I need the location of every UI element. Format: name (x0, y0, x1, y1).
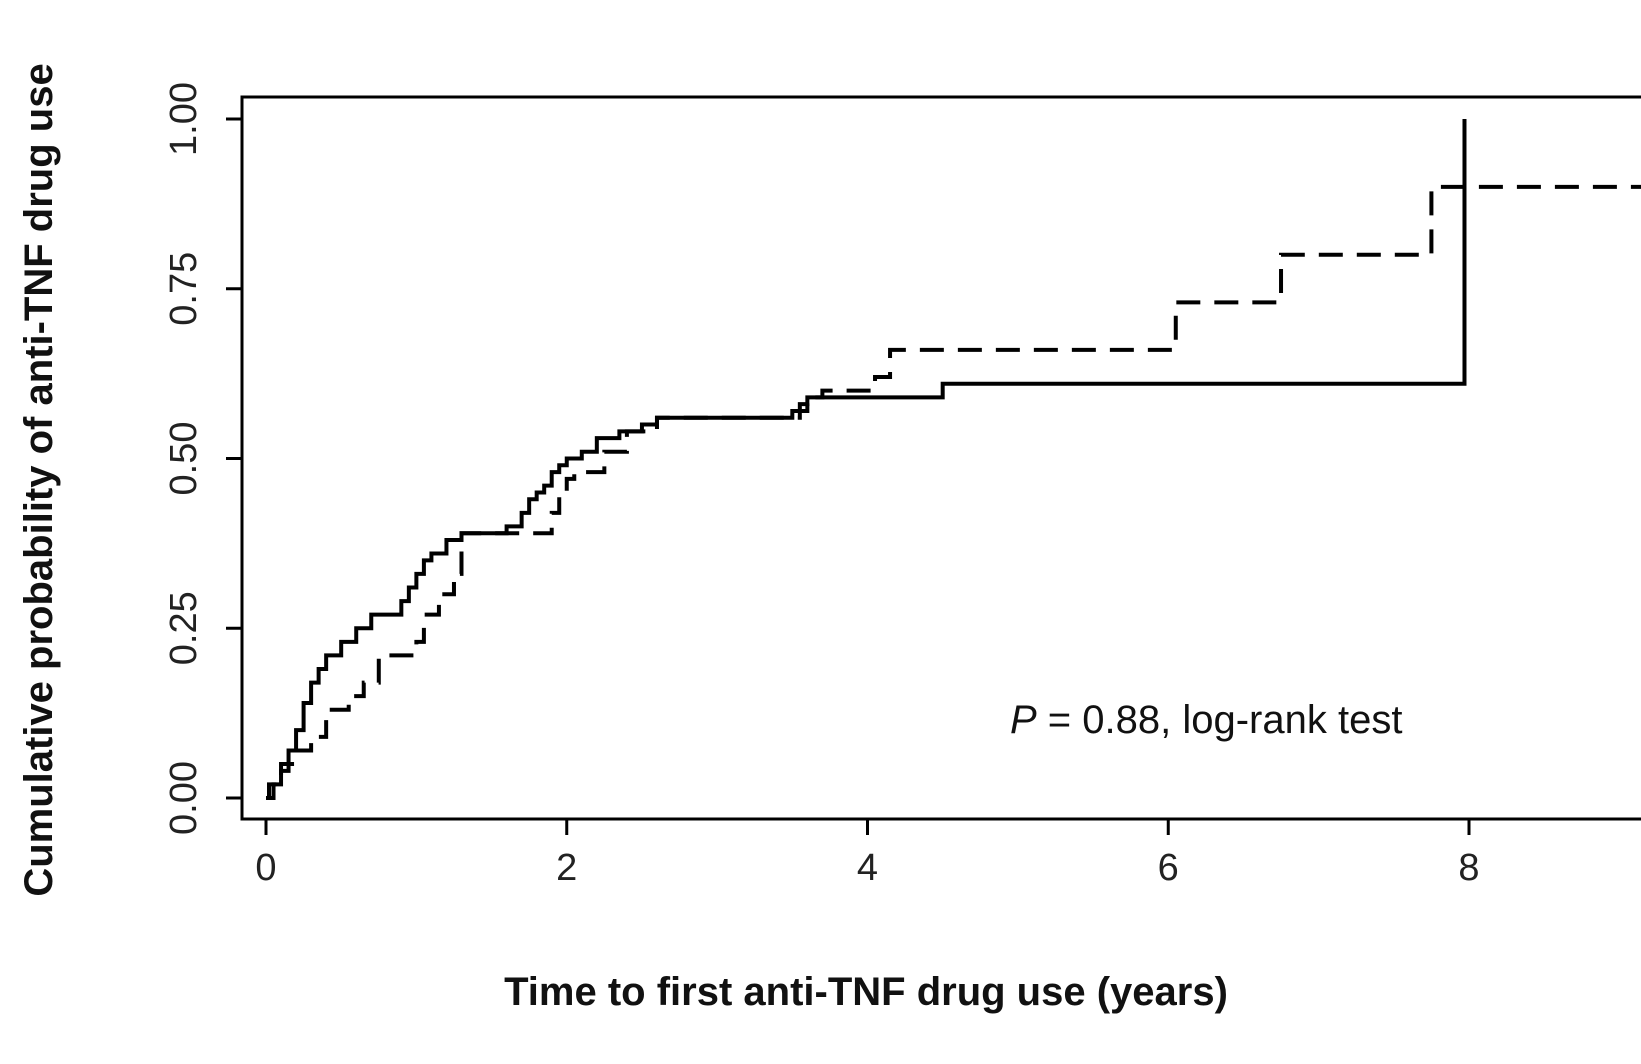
series-dashed-line (266, 184, 1641, 800)
p-symbol: P (1010, 698, 1037, 742)
y-axis: 0.00 0.25 0.50 0.75 1.00 (163, 82, 242, 835)
x-tick-label-1: 2 (556, 847, 577, 889)
x-tick-label-4: 8 (1458, 847, 1479, 889)
x-tick-label-2: 4 (857, 847, 878, 889)
y-tick-label-1: 0.25 (163, 591, 205, 665)
x-axis: 0 2 4 6 8 (255, 819, 1480, 889)
annotation-rest: = 0.88, log-rank test (1037, 698, 1403, 742)
y-tick-label-4: 1.00 (163, 82, 205, 156)
annotation-text: P = 0.88, log-rank test (1010, 698, 1402, 742)
y-axis-title: Cumulative probability of anti-TNF drug … (17, 63, 61, 896)
y-tick-label-2: 0.50 (163, 422, 205, 496)
y-tick-label-0: 0.00 (163, 761, 205, 835)
series-solid-line (266, 119, 1467, 800)
y-tick-label-3: 0.75 (163, 252, 205, 326)
x-axis-title: Time to first anti-TNF drug use (years) (504, 970, 1228, 1014)
series-layer (266, 119, 1641, 800)
x-tick-label-3: 6 (1158, 847, 1179, 889)
x-tick-label-0: 0 (255, 847, 276, 889)
